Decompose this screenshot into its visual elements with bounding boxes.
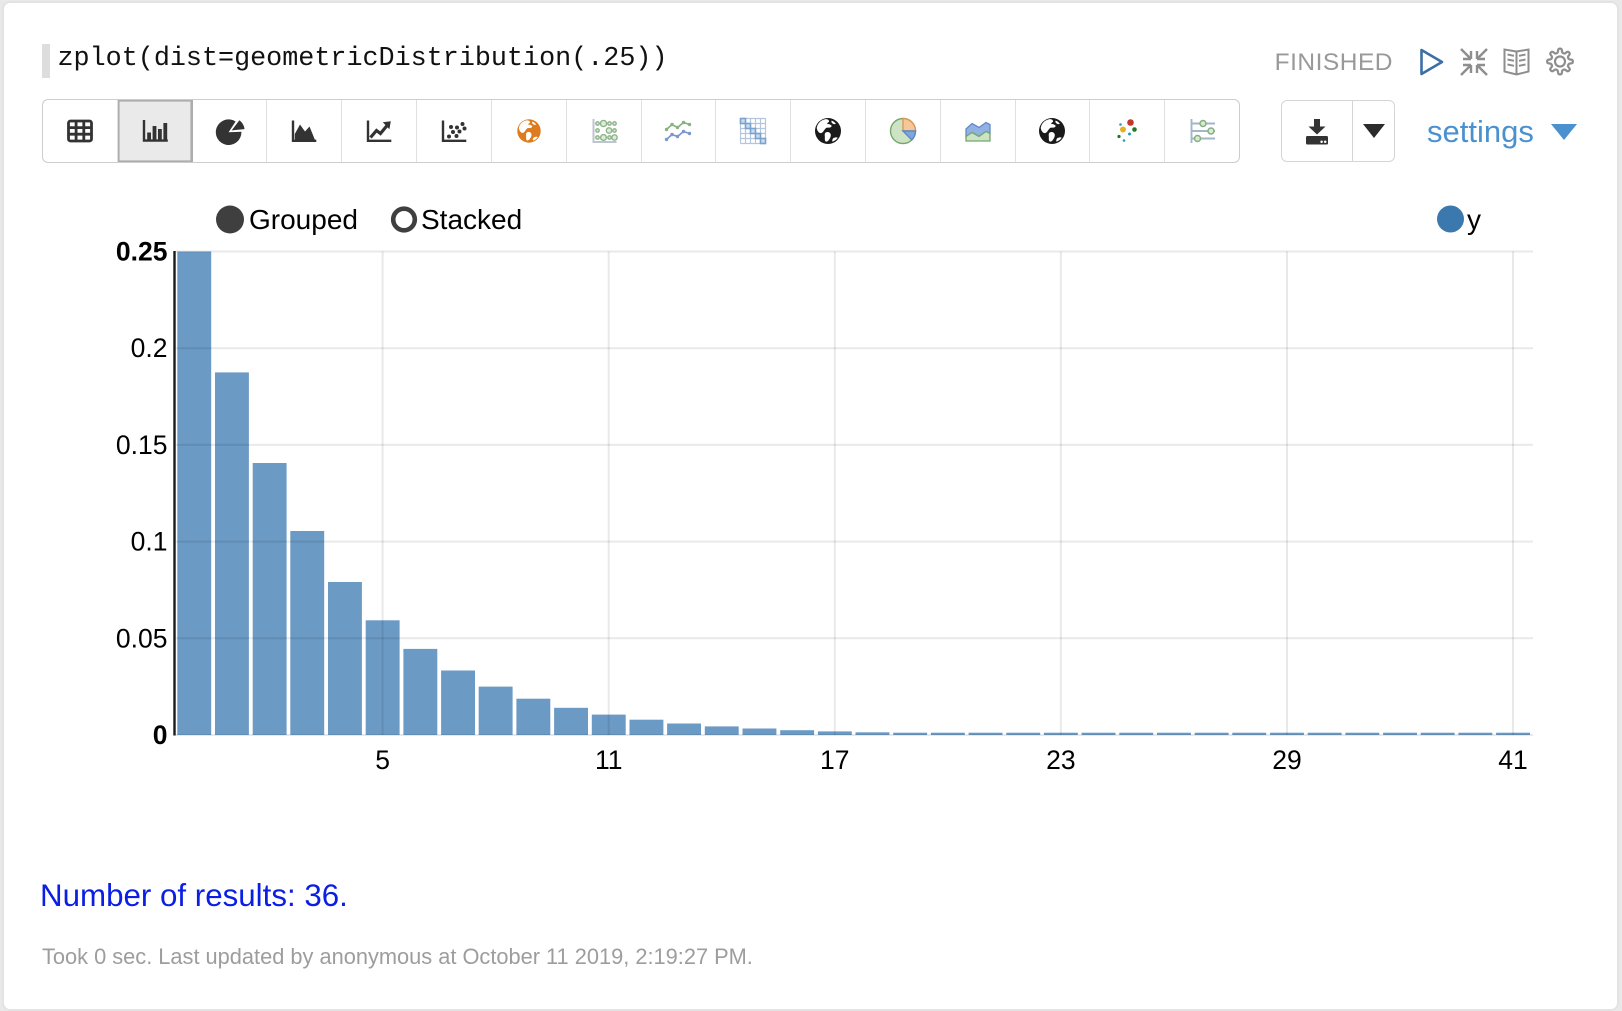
svg-text:0: 0 bbox=[153, 720, 168, 750]
svg-text:0.2: 0.2 bbox=[131, 333, 168, 363]
svg-text:23: 23 bbox=[1046, 745, 1075, 775]
svg-text:y: y bbox=[1467, 204, 1481, 235]
svg-text:0.1: 0.1 bbox=[131, 527, 168, 557]
svg-text:5: 5 bbox=[375, 745, 390, 775]
svg-text:17: 17 bbox=[820, 745, 849, 775]
svg-text:41: 41 bbox=[1498, 745, 1527, 775]
svg-text:Stacked: Stacked bbox=[421, 204, 522, 235]
svg-text:0.05: 0.05 bbox=[116, 623, 168, 653]
svg-text:0.15: 0.15 bbox=[116, 430, 168, 460]
svg-text:0.25: 0.25 bbox=[116, 237, 168, 267]
svg-text:Grouped: Grouped bbox=[249, 204, 358, 235]
svg-text:29: 29 bbox=[1272, 745, 1301, 775]
svg-text:11: 11 bbox=[595, 745, 623, 775]
